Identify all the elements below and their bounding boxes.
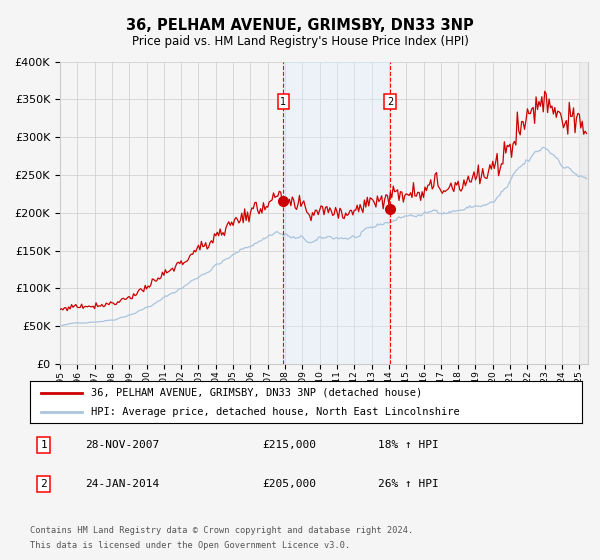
Text: £215,000: £215,000 <box>262 440 316 450</box>
Text: 1: 1 <box>280 97 287 106</box>
Text: 26% ↑ HPI: 26% ↑ HPI <box>378 479 439 489</box>
Text: 18% ↑ HPI: 18% ↑ HPI <box>378 440 439 450</box>
Text: 28-NOV-2007: 28-NOV-2007 <box>85 440 160 450</box>
Text: Price paid vs. HM Land Registry's House Price Index (HPI): Price paid vs. HM Land Registry's House … <box>131 35 469 48</box>
Text: 36, PELHAM AVENUE, GRIMSBY, DN33 3NP (detached house): 36, PELHAM AVENUE, GRIMSBY, DN33 3NP (de… <box>91 388 422 398</box>
Text: Contains HM Land Registry data © Crown copyright and database right 2024.: Contains HM Land Registry data © Crown c… <box>30 526 413 535</box>
Bar <box>283 62 390 364</box>
Bar <box>580 62 588 364</box>
Text: 1: 1 <box>40 440 47 450</box>
Text: This data is licensed under the Open Government Licence v3.0.: This data is licensed under the Open Gov… <box>30 541 350 550</box>
Text: 36, PELHAM AVENUE, GRIMSBY, DN33 3NP: 36, PELHAM AVENUE, GRIMSBY, DN33 3NP <box>126 18 474 32</box>
Text: HPI: Average price, detached house, North East Lincolnshire: HPI: Average price, detached house, Nort… <box>91 407 460 417</box>
Text: £205,000: £205,000 <box>262 479 316 489</box>
Text: 2: 2 <box>40 479 47 489</box>
Text: 24-JAN-2014: 24-JAN-2014 <box>85 479 160 489</box>
Text: 2: 2 <box>387 97 393 106</box>
